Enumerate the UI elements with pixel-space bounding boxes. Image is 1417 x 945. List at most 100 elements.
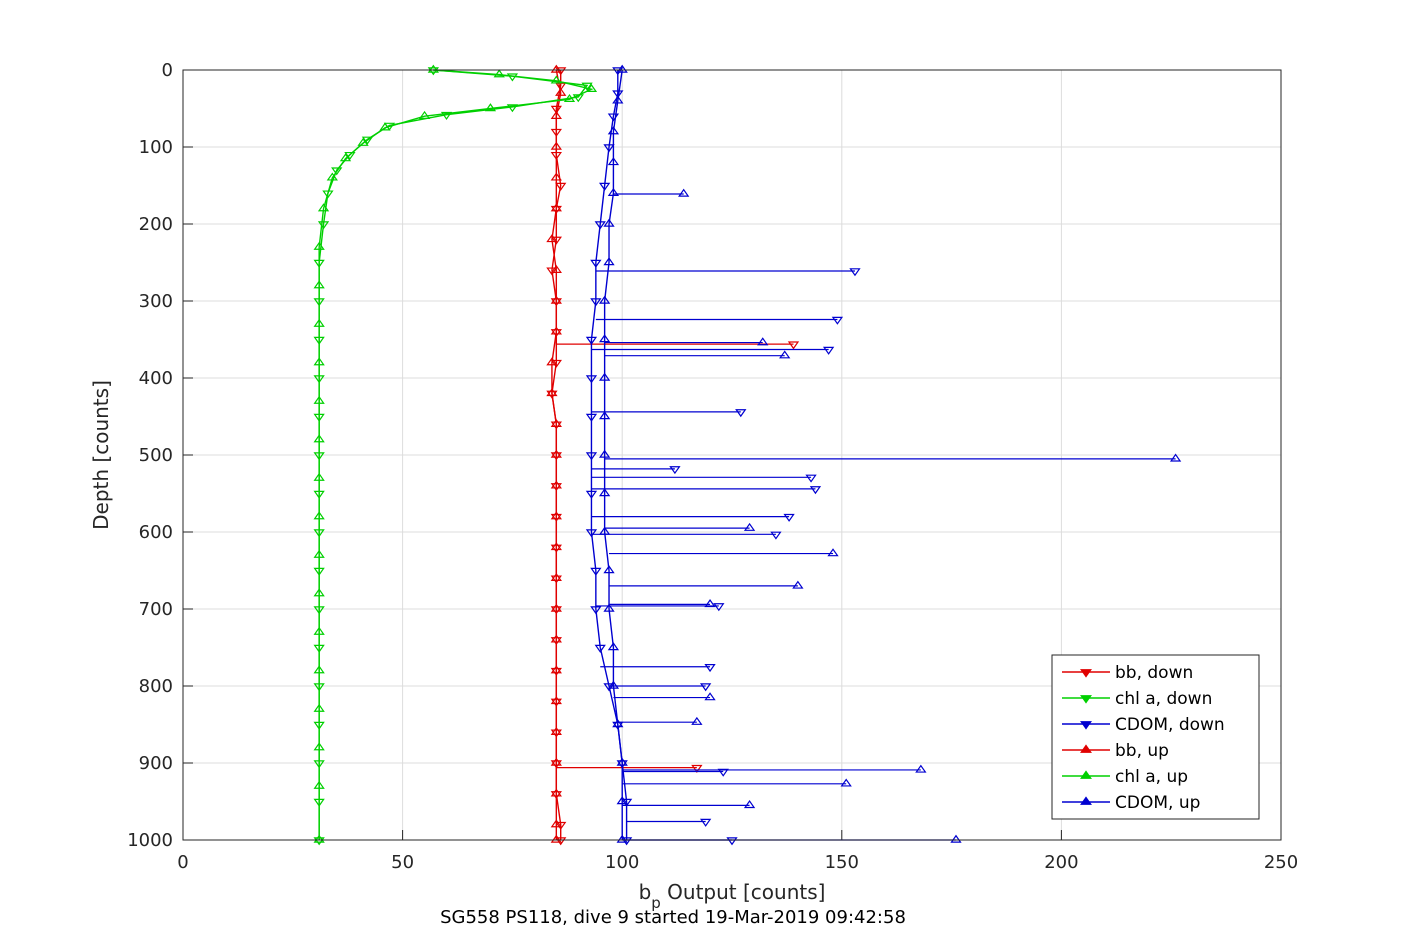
- legend-marker: [1080, 721, 1092, 730]
- data-point: [607, 126, 620, 135]
- data-point: [598, 488, 611, 497]
- data-point: [550, 819, 562, 828]
- y-tick-label: 700: [139, 599, 173, 620]
- data-point: [603, 144, 615, 153]
- data-point: [418, 110, 431, 119]
- data-point: [313, 434, 325, 443]
- data-point: [620, 837, 633, 846]
- legend-label: chl a, down: [1115, 689, 1212, 709]
- legend-marker: [1080, 770, 1092, 779]
- data-point: [313, 472, 325, 481]
- data-point: [555, 182, 567, 191]
- data-point: [585, 375, 598, 384]
- data-point: [550, 726, 562, 735]
- data-point: [550, 64, 562, 73]
- series-3: [546, 64, 567, 843]
- data-point: [612, 95, 624, 104]
- series-2: [585, 67, 861, 846]
- data-point: [550, 449, 562, 458]
- data-point: [603, 218, 615, 227]
- data-point: [546, 388, 558, 397]
- data-point: [550, 603, 562, 612]
- data-point: [546, 357, 558, 366]
- spike-point: [699, 818, 712, 827]
- legend-marker: [1080, 669, 1092, 678]
- data-point: [598, 372, 611, 381]
- data-point: [313, 834, 325, 843]
- y-tick-label: 800: [139, 676, 173, 697]
- data-point: [585, 452, 598, 461]
- spike-point: [849, 268, 861, 277]
- data-point: [603, 565, 615, 574]
- data-point: [612, 90, 624, 99]
- data-point: [550, 295, 562, 304]
- data-point: [550, 480, 562, 489]
- data-point: [555, 67, 567, 76]
- data-point: [607, 642, 620, 651]
- spike-point: [779, 350, 791, 359]
- spike-point: [840, 778, 852, 787]
- data-point: [550, 172, 562, 181]
- data-point: [313, 318, 325, 327]
- data-point: [555, 821, 567, 830]
- data-point: [550, 203, 562, 212]
- data-point: [493, 69, 505, 78]
- series-line: [551, 69, 562, 840]
- data-point: [546, 267, 558, 276]
- y-tick-label: 200: [139, 214, 173, 235]
- data-point: [550, 418, 562, 427]
- y-tick-label: 600: [139, 522, 173, 543]
- data-point: [598, 449, 611, 458]
- data-point: [585, 490, 598, 499]
- legend-label: chl a, up: [1115, 767, 1188, 787]
- spike-point: [743, 522, 756, 531]
- data-point: [550, 326, 562, 335]
- spike-point: [669, 466, 681, 475]
- spike-point: [915, 764, 927, 773]
- data-point: [550, 665, 562, 674]
- data-point: [550, 696, 562, 705]
- y-axis-label: Depth [counts]: [89, 380, 113, 530]
- data-point: [603, 603, 615, 612]
- spike-point: [704, 692, 716, 701]
- data-point: [598, 295, 611, 304]
- spike-point: [770, 531, 782, 540]
- x-tick-label: 150: [825, 852, 859, 873]
- data-point: [550, 359, 562, 368]
- spike-point: [743, 800, 756, 809]
- data-point: [427, 64, 439, 73]
- data-point: [427, 67, 439, 76]
- legend-marker: [1080, 744, 1092, 753]
- legend: bb, down chl a, down CDOM, down bb, up chl a…: [1051, 654, 1260, 820]
- data-point: [313, 395, 325, 404]
- spike-point: [691, 716, 703, 725]
- spike-point: [783, 513, 795, 522]
- data-point: [313, 241, 325, 250]
- x-tick-label: 50: [391, 852, 414, 873]
- data-point: [550, 105, 562, 114]
- data-point: [550, 511, 562, 520]
- series-line: [590, 70, 628, 840]
- data-point: [616, 796, 628, 805]
- legend-entry: CDOM, up: [1062, 793, 1200, 813]
- data-point: [317, 203, 330, 212]
- spike-point: [1169, 453, 1182, 462]
- legend-entry: bb, down: [1062, 663, 1193, 683]
- data-point: [313, 780, 325, 789]
- legend-marker: [1080, 695, 1092, 704]
- data-point: [550, 236, 562, 245]
- data-point: [585, 413, 598, 422]
- series-4: [313, 64, 598, 843]
- data-point: [594, 644, 606, 653]
- data-point: [313, 742, 325, 751]
- data-point: [550, 572, 562, 581]
- spike-point: [704, 664, 716, 673]
- data-point: [361, 136, 374, 145]
- data-point: [620, 798, 633, 807]
- data-point: [339, 153, 352, 162]
- legend-label: bb, down: [1115, 663, 1193, 683]
- data-point: [313, 665, 325, 674]
- data-point: [550, 757, 562, 766]
- spike-point: [735, 409, 747, 418]
- x-tick-label: 100: [605, 852, 639, 873]
